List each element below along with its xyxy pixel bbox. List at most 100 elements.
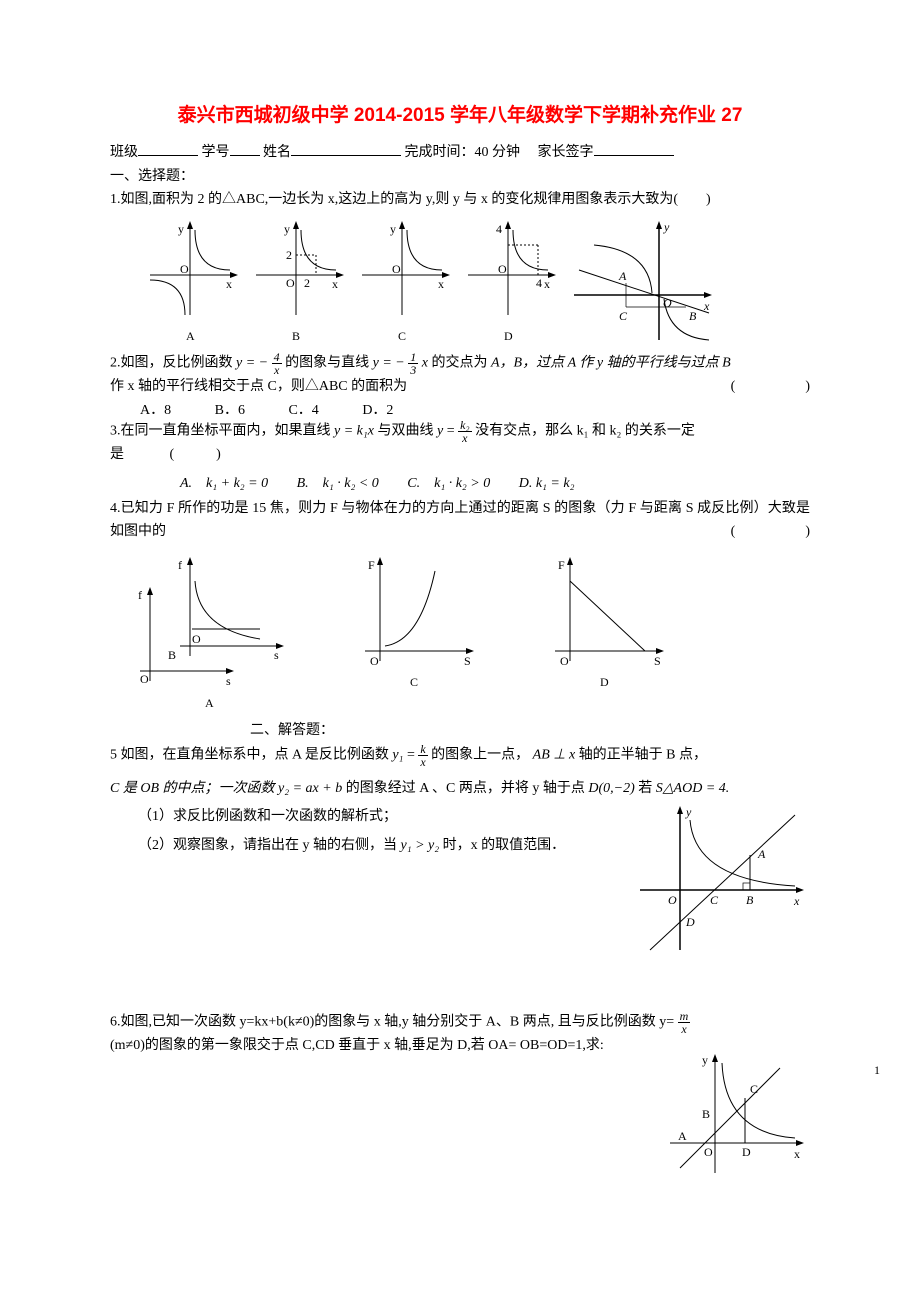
q2-paren: ( )	[731, 376, 810, 398]
q3-opt-b: B. k₁ · k₂ < 0	[297, 472, 379, 492]
q2-line2: 作 x 轴的平行线相交于点 C，则△ABC 的面积为 ( )	[110, 376, 810, 398]
q5-line2b: 的图象经过 A 、C 两点，并将 y 轴于点	[346, 781, 589, 796]
q1c-O: O	[392, 262, 401, 276]
q2-eq2-frac: 13	[408, 351, 418, 376]
meta-class-blank[interactable]	[138, 142, 198, 156]
q2-eq2-var: x	[422, 356, 428, 371]
q2-opt-d: D．2	[362, 399, 393, 419]
q3-paren: ( )	[170, 447, 221, 462]
q1-figures: O x y A O x y 2 2 B O x y	[140, 215, 810, 345]
q1c-x: x	[438, 277, 444, 291]
q6-line1: 6.如图,已知一次函数 y=kx+b(k≠0)的图象与 x 轴,y 轴分别交于 …	[110, 1010, 810, 1035]
q4b-f: f	[178, 558, 182, 572]
q2-fig-C: C	[619, 309, 628, 323]
meta-sign-blank[interactable]	[594, 142, 674, 156]
q5-eq1-den: x	[418, 756, 427, 768]
q2-fig-A: A	[618, 269, 627, 283]
meta-sign-label: 家长签字	[538, 145, 594, 160]
q3-opt-c: C. k₁ · k₂ > 0	[407, 472, 490, 492]
q1-panel-b: O x y 2 2 B	[246, 215, 346, 345]
q5-figure: x y O A B C D	[630, 800, 810, 960]
q2-eq1-sign: = −	[246, 356, 268, 371]
q6f-x: x	[794, 1147, 800, 1161]
meta-name-blank[interactable]	[291, 142, 401, 156]
meta-xuehao-blank[interactable]	[230, 142, 260, 156]
q4-panel-c: F O S C	[350, 551, 480, 711]
q3-line2: 是 ( )	[110, 444, 810, 466]
q4-text: 4.已知力 F 所作的功是 15 焦，则力 F 与物体在力的方向上通过的距离 S…	[110, 501, 810, 538]
q2-mid1: 的图象与直线	[285, 356, 373, 371]
q5-eq2: y₂ = ax + b	[278, 781, 342, 796]
q1c-y: y	[390, 222, 396, 236]
q6f-C: C	[750, 1082, 758, 1096]
q4a-s: s	[226, 674, 231, 688]
q2-eq1-frac: 4x	[272, 351, 282, 376]
q3-mid: 与双曲线	[377, 424, 437, 439]
q1b-tick-y: 2	[286, 248, 292, 262]
q2-eq1-lhs: y	[236, 356, 242, 371]
q4-paren: ( )	[731, 521, 810, 543]
q4c-S: S	[464, 654, 471, 668]
q2-options: A．8 B．6 C．4 D．2	[140, 399, 810, 419]
q2-pts: A，B，过点 A 作 y 轴的平行线与过点 B	[491, 356, 731, 371]
q4d-F: F	[558, 558, 565, 572]
q4b-B: B	[168, 648, 176, 662]
q1a-y: y	[178, 222, 184, 236]
q2-line2-text: 作 x 轴的平行线相交于点 C，则△ABC 的面积为	[110, 379, 407, 394]
q5-line1: 5 如图，在直角坐标系中，点 A 是反比例函数 y₁ = kx 的图象上一点， …	[110, 743, 810, 768]
meta-xuehao-label: 学号	[202, 145, 230, 160]
q1-label-c: C	[398, 329, 406, 343]
q1b-tick-x: 2	[304, 276, 310, 290]
q3-opt-d: D. k₁ = k₂	[519, 476, 575, 492]
q2-opt-b: B．6	[215, 399, 245, 419]
q2-fig-B: B	[689, 309, 697, 323]
q4: 4.已知力 F 所作的功是 15 焦，则力 F 与物体在力的方向上通过的距离 S…	[110, 498, 810, 543]
q2-mid2: 的交点为	[431, 356, 487, 371]
q5-eq1-frac: kx	[418, 743, 427, 768]
meta-class-label: 班级	[110, 145, 138, 160]
q6f-O: O	[704, 1145, 713, 1159]
q5f-A: A	[757, 847, 766, 861]
q5-line2c: 若	[638, 781, 656, 796]
q3-options: A. k₁ + k₂ = 0 B. k₁ · k₂ < 0 C. k₁ · k₂…	[180, 472, 810, 492]
q4d-S: S	[654, 654, 661, 668]
q5-line2a: C 是 OB 的中点；一次函数	[110, 781, 278, 796]
q6f-D: D	[742, 1145, 751, 1159]
q2-eq2-sign: = −	[382, 356, 404, 371]
q5f-D: D	[685, 915, 695, 929]
q1-label-b: B	[292, 329, 300, 343]
q6-figure: x y O A B C D	[660, 1048, 810, 1178]
q6-prefix: 6.如图,已知一次函数 y=kx+b(k≠0)的图象与 x 轴,y 轴分别交于 …	[110, 1015, 674, 1030]
q5f-y: y	[685, 805, 692, 819]
q5f-O: O	[668, 893, 677, 907]
page-number: 1	[874, 1063, 880, 1078]
q2: 2.如图，反比例函数 y = − 4x 的图象与直线 y = − 13 x 的交…	[110, 351, 810, 376]
q3-prefix: 3.在同一直角坐标平面内，如果直线	[110, 424, 334, 439]
q2-opt-a: A．8	[140, 399, 171, 419]
q3-eq2-frac: k₂x	[458, 419, 472, 444]
meta-time: 完成时间：40 分钟	[405, 145, 521, 160]
meta-name-label: 姓名	[263, 145, 291, 160]
q5-prefix: 5 如图，在直角坐标系中，点 A 是反比例函数	[110, 748, 392, 763]
section-1-heading: 一、选择题：	[110, 165, 810, 185]
q1-label-d: D	[504, 329, 513, 343]
page: 泰兴市西城初级中学 2014-2015 学年八年级数学下学期补充作业 27 班级…	[0, 0, 920, 1098]
q4a-f: f	[138, 588, 142, 602]
q1a-x: x	[226, 277, 232, 291]
q1d-x: x	[544, 277, 550, 291]
q1a-O: O	[180, 262, 189, 276]
q6f-B: B	[702, 1107, 710, 1121]
q5-sub2-eq: y₁ > y₂	[401, 838, 440, 853]
q5-ptD: D(0,−2)	[588, 781, 634, 796]
q2-side-figure: x y O A B C	[564, 215, 714, 345]
q1b-O: O	[286, 276, 295, 290]
q1-panel-c: O x y C	[352, 215, 452, 345]
q5-sub2-b: 时，x 的取值范围．	[443, 838, 566, 853]
spacer	[110, 960, 810, 1010]
q2-prefix: 2.如图，反比例函数	[110, 356, 236, 371]
q4-panel-ab: f s O f B O s A	[130, 551, 290, 711]
q1d-O: O	[498, 262, 507, 276]
q4-label-c: C	[410, 675, 418, 689]
q1-panel-a: O x y A	[140, 215, 240, 345]
q2-fig-y: y	[663, 220, 670, 234]
